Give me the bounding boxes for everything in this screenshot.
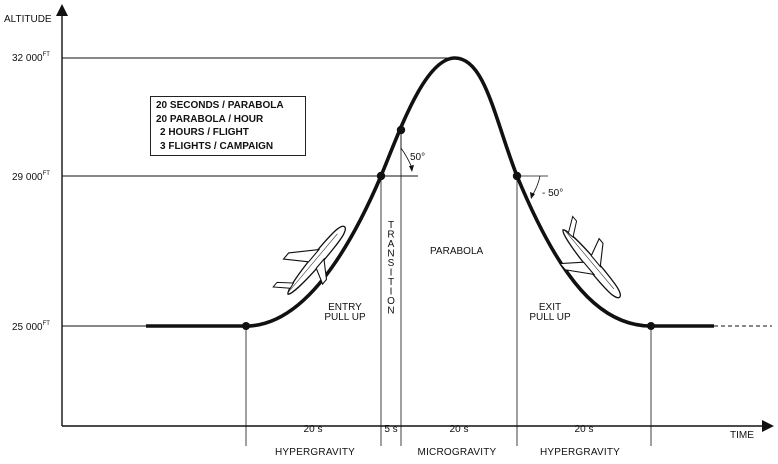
angle-up-indicator: 50° [400, 130, 425, 172]
phase-hypergravity-2: HYPERGRAVITY [540, 447, 620, 458]
phase-hypergravity-1: HYPERGRAVITY [275, 447, 355, 458]
y-tick-25000: 25 000FT [12, 321, 146, 333]
svg-text:25 000FT: 25 000FT [12, 321, 50, 333]
flight-stats-box: 20 SECONDS / PARABOLA 20 PARABOLA / HOUR… [150, 96, 306, 156]
transition-letter: R [387, 230, 394, 241]
duration-entry: 20 s [304, 424, 323, 435]
transition-letter: O [387, 296, 395, 307]
x-axis-label: TIME [730, 430, 754, 441]
svg-text:- 50°: - 50° [542, 188, 563, 199]
transition-letter: N [387, 306, 394, 317]
duration-parabola: 20 s [450, 424, 469, 435]
duration-exit: 20 s [575, 424, 594, 435]
y-tick-29000: 29 000FT [12, 171, 418, 183]
exit-pull-up-label: EXIT PULL UP [529, 302, 571, 323]
transition-letter: A [388, 239, 395, 250]
transition-letter: I [390, 268, 393, 279]
angle-down-indicator: - 50° [517, 175, 563, 199]
transition-letter: T [388, 277, 394, 288]
transition-letter: I [390, 287, 393, 298]
phase-microgravity: MICROGRAVITY [418, 447, 497, 458]
y-axis-arrow-icon [56, 4, 68, 16]
svg-text:29 000FT: 29 000FT [12, 171, 50, 183]
parabola-label: PARABOLA [430, 246, 483, 257]
duration-transition: 5 s [384, 424, 397, 435]
stat-line: 2 HOURS / FLIGHT [160, 127, 249, 138]
entry-pull-up-label: ENTRY PULL UP [324, 302, 366, 323]
stat-line: 3 FLIGHTS / CAMPAIGN [160, 140, 274, 152]
stat-line: 20 PARABOLA / HOUR [156, 113, 264, 125]
svg-text:32 000FT: 32 000FT [12, 52, 50, 64]
svg-text:50°: 50° [410, 152, 425, 163]
stat-line: 20 SECONDS / PARABOLA [156, 100, 284, 111]
x-axis-arrow-icon [762, 420, 774, 432]
y-tick-32000: 32 000FT [12, 52, 452, 64]
y-axis-label: ALTITUDE [4, 14, 52, 25]
transition-letter: N [387, 249, 394, 260]
flight-profile-curve [146, 56, 714, 328]
transition-letter: T [388, 220, 394, 231]
aircraft-climbing-icon [272, 225, 346, 295]
aircraft-descending-icon [558, 215, 621, 299]
transition-letter: S [388, 258, 395, 269]
